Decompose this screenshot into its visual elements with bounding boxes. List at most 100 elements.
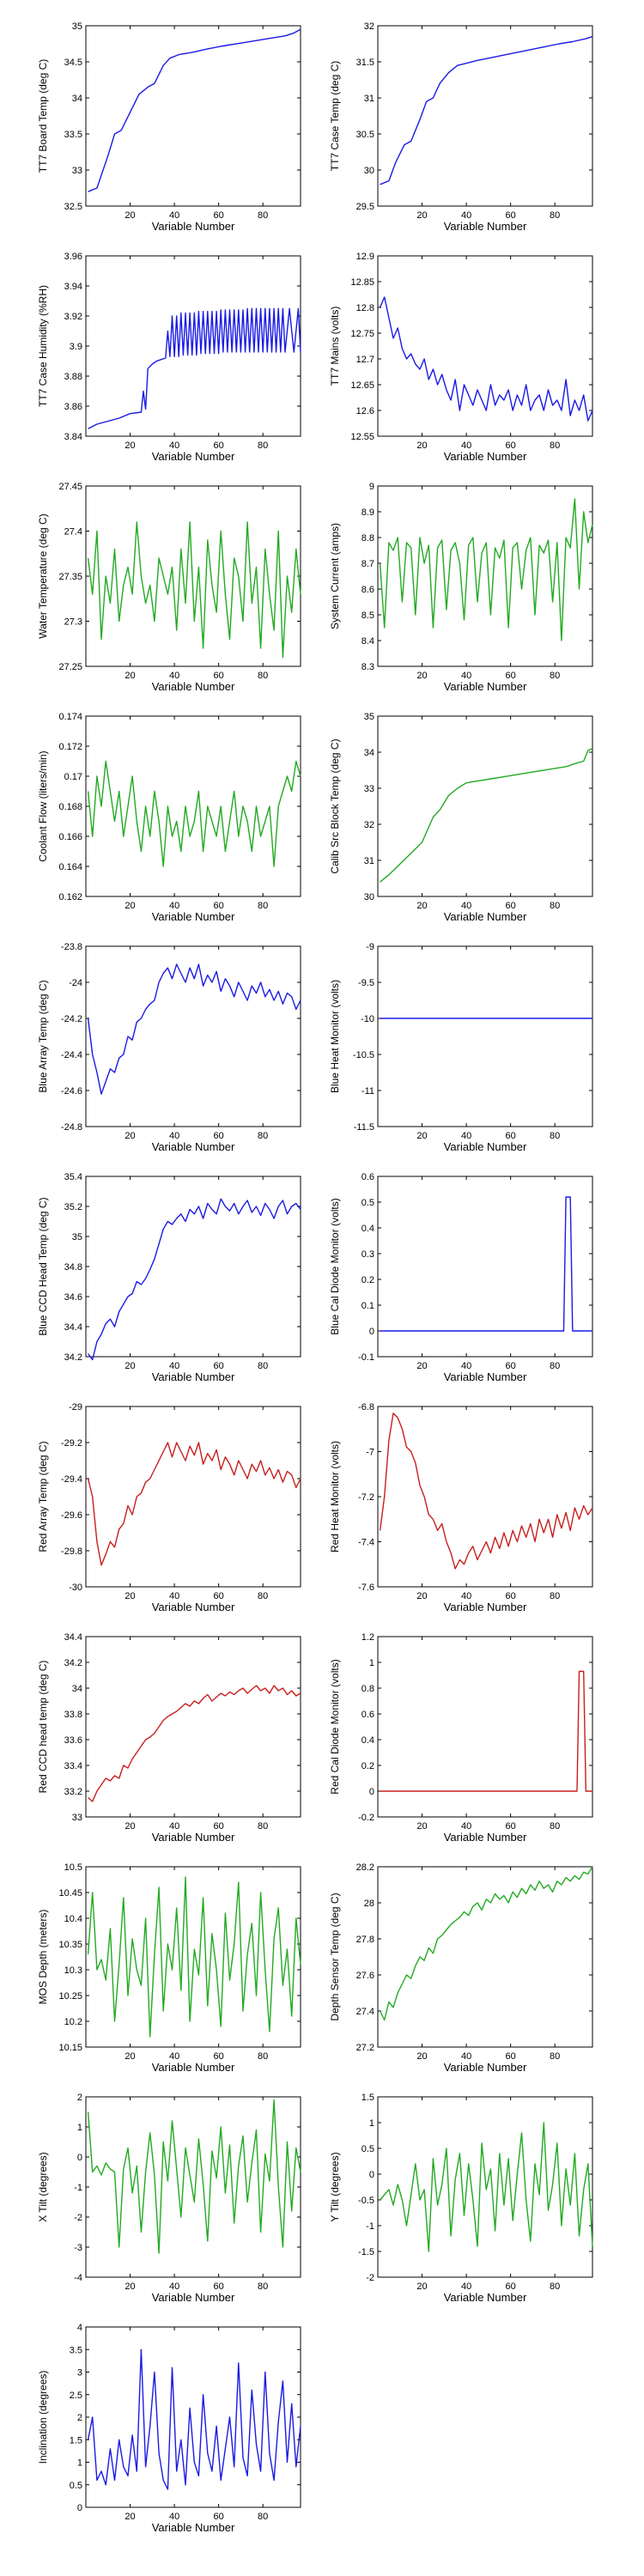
x-tick-label: 60 [506, 1361, 516, 1371]
y-tick-label: 0 [369, 1787, 374, 1797]
y-tick-label: -0.2 [358, 1813, 374, 1823]
y-tick-label: 28 [364, 1899, 374, 1909]
y-tick-label: 34.8 [64, 1262, 82, 1273]
y-tick-label: 34.2 [64, 1352, 82, 1363]
plot-area [377, 485, 593, 667]
series-line [87, 1876, 301, 2038]
x-tick-label: 40 [169, 671, 179, 681]
x-tick-label: 80 [258, 2281, 268, 2292]
x-axis-label: Variable Number [152, 1831, 235, 1844]
x-tick-label: 80 [258, 2051, 268, 2062]
series-line [380, 1196, 592, 1332]
x-tick-label: 20 [416, 901, 427, 911]
chart-panel: -7.6 -7.4 -7.2 -7 -6.8 20 40 60 80 Variable Numbe… [329, 1402, 593, 1613]
y-tick-label: 27.2 [356, 2043, 374, 2053]
x-tick-label: 40 [169, 210, 179, 221]
y-tick-label: 33.2 [64, 1787, 82, 1797]
y-tick-label: 1 [369, 1658, 374, 1668]
x-tick-label: 40 [169, 1591, 179, 1601]
series-line [380, 35, 593, 185]
y-tick-label: -6.8 [358, 1402, 374, 1413]
y-tick-label: 10.4 [64, 1914, 82, 1924]
x-tick-label: 80 [550, 2281, 560, 2292]
x-tick-label: 80 [550, 1591, 560, 1601]
y-tick-label: 12.7 [356, 355, 374, 365]
y-tick-label: 33.6 [64, 1735, 82, 1746]
series-line [380, 1670, 592, 1792]
y-tick-label: 33 [72, 166, 82, 176]
x-axis-label: Variable Number [444, 910, 527, 923]
x-tick-label: 40 [461, 1361, 471, 1371]
x-tick-label: 40 [461, 2051, 471, 2062]
y-tick-label: 33.5 [64, 130, 82, 140]
y-tick-label: 33 [364, 784, 374, 794]
y-tick-label: 0.4 [361, 1735, 374, 1746]
x-tick-label: 40 [169, 2281, 179, 2292]
y-tick-label: 10.35 [58, 1940, 82, 1950]
y-tick-label: 31 [364, 856, 374, 866]
chart-panel: -0.1 0 0.1 0.2 0.3 0.4 0.5 0.6 20 40 60 80 Variable … [329, 1172, 593, 1383]
y-tick-label: 1 [77, 2458, 82, 2469]
x-axis-label: Variable Number [152, 1140, 235, 1153]
x-tick-label: 40 [169, 2051, 179, 2062]
x-tick-label: 20 [125, 210, 135, 221]
x-tick-label: 40 [169, 901, 179, 911]
y-tick-label: 3.88 [64, 372, 82, 382]
y-tick-label: 10.5 [64, 1862, 82, 1873]
x-tick-label: 20 [125, 2281, 135, 2292]
y-tick-label: -1 [74, 2183, 82, 2193]
x-tick-label: 20 [416, 1131, 427, 1141]
x-tick-label: 20 [416, 2051, 427, 2062]
chart-panel: -24.8 -24.6 -24.4 -24.2 -24 -23.8 20 40 60 80 Vari… [37, 942, 301, 1153]
y-tick-label: 8.6 [361, 585, 374, 595]
x-tick-label: 20 [416, 1591, 427, 1601]
y-tick-label: 0 [77, 2503, 82, 2513]
y-tick-label: 0.6 [361, 1172, 374, 1182]
x-tick-label: 80 [550, 210, 560, 221]
y-tick-label: 10.25 [58, 1991, 82, 2002]
y-tick-label: 28.2 [356, 1862, 374, 1873]
x-tick-label: 80 [258, 2512, 268, 2522]
x-axis-label: Variable Number [444, 220, 527, 233]
y-tick-label: -9 [366, 942, 374, 952]
x-tick-label: 60 [214, 671, 224, 681]
x-tick-label: 80 [550, 440, 560, 451]
x-tick-label: 40 [169, 1361, 179, 1371]
x-tick-label: 20 [125, 440, 135, 451]
x-tick-label: 20 [125, 2512, 135, 2522]
y-tick-label: 12.8 [356, 303, 374, 313]
x-tick-label: 40 [461, 671, 471, 681]
x-tick-label: 60 [506, 1591, 516, 1601]
y-tick-label: 27.3 [64, 617, 82, 628]
chart-panel: 0 0.5 1 1.5 2 2.5 3 3.5 4 20 40 60 80 Variable Number… [37, 2323, 301, 2534]
x-tick-label: 60 [214, 1361, 224, 1371]
x-tick-label: 20 [416, 210, 427, 221]
y-tick-label: 3.96 [64, 252, 82, 262]
x-axis-label: Variable Number [152, 2521, 235, 2534]
y-tick-label: 0 [369, 2170, 374, 2180]
chart-panel: -30 -29.8 -29.6 -29.4 -29.2 -29 20 40 60 80 Variab… [37, 1402, 301, 1613]
x-tick-label: 40 [461, 440, 471, 451]
y-tick-label: 12.65 [350, 380, 374, 391]
y-axis-label: Depth Sensor Temp (deg C) [329, 1893, 341, 2020]
y-axis-label: Blue Heat Monitor (volts) [329, 980, 341, 1093]
y-tick-label: 3.5 [70, 2345, 82, 2355]
y-tick-label: 3.92 [64, 312, 82, 322]
y-tick-label: 1 [369, 2118, 374, 2129]
y-tick-label: 0.5 [361, 1198, 374, 1208]
y-tick-label: 8.8 [361, 533, 374, 544]
y-tick-label: 0.168 [58, 802, 82, 812]
x-tick-label: 40 [461, 210, 471, 221]
plot-area [377, 255, 593, 437]
y-axis-label: System Current (amps) [329, 523, 341, 629]
x-tick-label: 60 [506, 440, 516, 451]
x-axis-label: Variable Number [152, 680, 235, 693]
y-tick-label: -0.1 [358, 1352, 374, 1363]
chart-panel: 34.2 34.4 34.6 34.8 35 35.2 35.4 20 40 60 80 Variab… [37, 1172, 301, 1383]
x-axis-label: Variable Number [152, 220, 235, 233]
x-tick-label: 80 [550, 671, 560, 681]
y-tick-label: 27.6 [356, 1971, 374, 1981]
series-line [88, 1198, 301, 1361]
y-axis-label: TT7 Case Temp (deg C) [329, 61, 341, 172]
x-tick-label: 20 [125, 1361, 135, 1371]
